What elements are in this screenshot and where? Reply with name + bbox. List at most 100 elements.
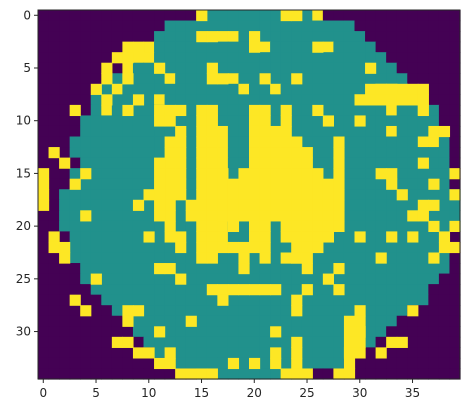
heatmap-cell	[376, 316, 387, 327]
heatmap-cell	[228, 368, 239, 379]
heatmap-cell	[449, 10, 460, 21]
heatmap-highlight-cell	[196, 231, 207, 242]
heatmap-highlight-cell	[291, 137, 302, 148]
heatmap-cell	[281, 263, 292, 274]
heatmap-cell	[333, 316, 344, 327]
heatmap-cell	[196, 94, 207, 105]
heatmap-highlight-cell	[165, 231, 176, 242]
heatmap-cell	[365, 242, 376, 253]
heatmap-highlight-cell	[355, 337, 366, 348]
heatmap-highlight-cell	[217, 189, 228, 200]
heatmap-highlight-cell	[249, 242, 260, 253]
heatmap-cell	[333, 337, 344, 348]
heatmap-cell	[365, 358, 376, 369]
heatmap-highlight-cell	[260, 147, 271, 158]
heatmap-cell	[186, 52, 197, 63]
x-tick-label: 20	[247, 386, 262, 400]
heatmap-cell	[312, 52, 323, 63]
heatmap-cell	[91, 200, 102, 211]
heatmap-cell	[144, 337, 155, 348]
heatmap-cell	[49, 73, 60, 84]
heatmap-cell	[418, 295, 429, 306]
heatmap-cell	[80, 252, 91, 263]
heatmap-cell	[38, 147, 49, 158]
heatmap-cell	[418, 242, 429, 253]
heatmap-highlight-cell	[112, 52, 123, 63]
heatmap-cell	[260, 84, 271, 95]
heatmap-highlight-cell	[207, 115, 218, 126]
heatmap-cell	[207, 337, 218, 348]
heatmap-cell	[70, 337, 81, 348]
heatmap-cell	[49, 358, 60, 369]
heatmap-cell	[439, 52, 450, 63]
heatmap-cell	[207, 347, 218, 358]
heatmap-cell	[439, 305, 450, 316]
heatmap-cell	[154, 295, 165, 306]
heatmap-cell	[133, 326, 144, 337]
heatmap-highlight-cell	[249, 358, 260, 369]
heatmap-cell	[439, 368, 450, 379]
heatmap-highlight-cell	[312, 189, 323, 200]
heatmap-cell	[49, 10, 60, 21]
heatmap-cell	[175, 10, 186, 21]
heatmap-cell	[260, 63, 271, 74]
heatmap-highlight-cell	[323, 274, 334, 285]
heatmap-cell	[217, 84, 228, 95]
heatmap-cell	[186, 189, 197, 200]
heatmap-cell	[344, 84, 355, 95]
heatmap-cell	[323, 284, 334, 295]
heatmap-cell	[238, 126, 249, 137]
heatmap-highlight-cell	[217, 210, 228, 221]
heatmap-cell	[238, 305, 249, 316]
heatmap-cell	[397, 126, 408, 137]
heatmap-cell	[281, 358, 292, 369]
heatmap-cell	[365, 52, 376, 63]
heatmap-highlight-cell	[291, 200, 302, 211]
heatmap-cell	[101, 105, 112, 116]
heatmap-cell	[270, 263, 281, 274]
heatmap-cell	[407, 326, 418, 337]
heatmap-cell	[418, 10, 429, 21]
heatmap-cell	[249, 52, 260, 63]
heatmap-cell	[407, 358, 418, 369]
heatmap-cell	[365, 284, 376, 295]
heatmap-cell	[196, 274, 207, 285]
heatmap-highlight-cell	[260, 179, 271, 190]
heatmap-highlight-cell	[175, 147, 186, 158]
heatmap-cell	[91, 137, 102, 148]
heatmap-cell	[112, 200, 123, 211]
heatmap-cell	[38, 252, 49, 263]
heatmap-cell	[59, 316, 70, 327]
heatmap-cell	[365, 21, 376, 32]
heatmap-cell	[428, 94, 439, 105]
heatmap-cell	[407, 295, 418, 306]
heatmap-cell	[186, 158, 197, 169]
heatmap-cell	[323, 84, 334, 95]
heatmap-highlight-cell	[38, 200, 49, 211]
heatmap-cell	[291, 126, 302, 137]
heatmap-cell	[407, 242, 418, 253]
heatmap-highlight-cell	[291, 73, 302, 84]
heatmap-cell	[91, 179, 102, 190]
heatmap-cell	[49, 84, 60, 95]
heatmap-highlight-cell	[291, 179, 302, 190]
heatmap-cell	[439, 274, 450, 285]
heatmap-cell	[101, 21, 112, 32]
heatmap-cell	[323, 147, 334, 158]
heatmap-cell	[312, 252, 323, 263]
heatmap-cell	[80, 63, 91, 74]
heatmap-highlight-cell	[270, 158, 281, 169]
heatmap-cell	[80, 189, 91, 200]
heatmap-cell	[397, 242, 408, 253]
heatmap-cell	[281, 73, 292, 84]
heatmap-cell	[112, 368, 123, 379]
heatmap-cell	[101, 305, 112, 316]
heatmap-cell	[59, 115, 70, 126]
x-tick-label: 5	[92, 386, 100, 400]
heatmap-cell	[175, 252, 186, 263]
heatmap-cell	[270, 31, 281, 42]
heatmap-cell	[323, 63, 334, 74]
heatmap-cell	[217, 63, 228, 74]
heatmap-highlight-cell	[196, 10, 207, 21]
heatmap-highlight-cell	[154, 158, 165, 169]
